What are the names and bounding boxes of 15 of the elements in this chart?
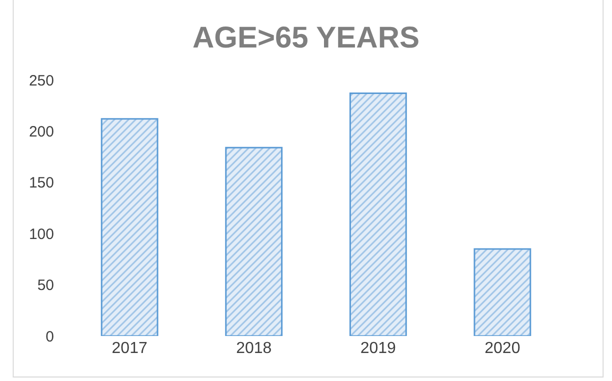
- bar: [474, 248, 532, 336]
- bar: [100, 118, 158, 336]
- y-tick-label: 50: [37, 277, 54, 294]
- y-tick-label: 250: [28, 72, 54, 90]
- bar: [349, 92, 407, 336]
- y-tick-label: 100: [28, 226, 54, 243]
- y-tick-label: 0: [46, 328, 54, 346]
- x-tick-label: 2017: [112, 340, 148, 357]
- x-tick-label: 2018: [236, 340, 272, 357]
- y-tick-label: 200: [28, 123, 54, 140]
- y-tick-label: 150: [28, 174, 54, 192]
- x-tick-label: 2019: [360, 340, 396, 357]
- x-tick-label: 2020: [484, 340, 520, 357]
- chart-title: AGE>65 YEARS: [192, 22, 420, 55]
- bar: [225, 146, 283, 336]
